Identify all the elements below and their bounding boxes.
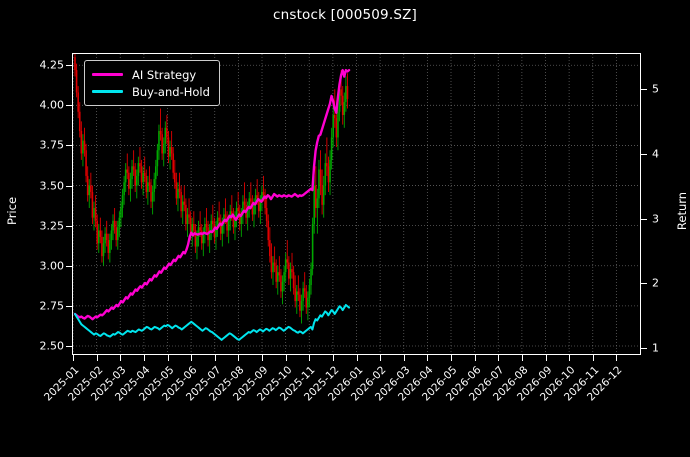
y-axis-tick-mark (66, 105, 72, 107)
x-axis-tick-mark (616, 355, 618, 361)
x-axis-tick-mark (120, 355, 122, 361)
y-axis-tick-label: 3.75 (39, 138, 65, 152)
line-series (73, 68, 351, 341)
x-axis-tick-mark (96, 355, 98, 361)
plot-canvas (73, 54, 640, 354)
chart-figure: cnstock [000509.SZ] Price Return 2.50 2.7… (5, 7, 689, 404)
y-axis-tick-label: 2.75 (39, 299, 65, 313)
y-axis-tick-label: 2.50 (39, 339, 65, 353)
x-axis-tick-mark (167, 355, 169, 361)
y-axis-tick-label: 4.25 (39, 58, 65, 72)
y2-axis-tick-mark (641, 89, 647, 91)
legend-swatch-ai-strategy (92, 73, 123, 76)
y2-axis-tick-label: 3 (652, 212, 659, 226)
x-axis-tick-mark (332, 355, 334, 361)
chart-legend[interactable]: AI Strategy Buy-and-Hold (84, 60, 220, 106)
legend-item-buy-and-hold[interactable]: Buy-and-Hold (92, 83, 210, 100)
x-axis-tick-mark (451, 355, 452, 361)
y-axis-tick-label: 4.00 (39, 98, 65, 112)
legend-item-ai-strategy[interactable]: AI Strategy (92, 66, 210, 83)
y-axis-label-return: Return (675, 191, 689, 231)
x-axis-tick-mark (214, 355, 216, 361)
y-axis-tick-mark (66, 145, 72, 147)
y2-axis-tick-label: 5 (652, 82, 659, 96)
y2-axis-tick-label: 4 (652, 147, 659, 161)
y-axis-tick-label: 3.00 (39, 259, 65, 273)
x-axis-tick-mark (191, 355, 193, 361)
y2-axis-tick-mark (641, 283, 647, 285)
x-axis-tick-mark (309, 355, 311, 361)
y-axis-tick-mark (66, 65, 72, 67)
y-axis-tick-label: 3.25 (39, 219, 65, 233)
legend-label-buy-and-hold: Buy-and-Hold (132, 84, 210, 99)
x-axis-tick-mark (569, 355, 571, 361)
chart-title: cnstock [000509.SZ] (272, 7, 418, 23)
x-axis-tick-mark (592, 355, 594, 361)
y-axis-tick-label: 3.50 (39, 179, 65, 193)
y-axis-tick-mark (66, 265, 72, 267)
x-axis-tick-mark (285, 355, 287, 361)
y2-axis-tick-label: 1 (652, 341, 659, 355)
x-axis-tick-mark (498, 355, 500, 361)
y2-axis-tick-mark (641, 347, 647, 349)
x-axis-tick-mark (238, 355, 240, 361)
x-axis-tick-mark (403, 355, 405, 361)
x-axis-tick-mark (427, 355, 429, 361)
legend-label-ai-strategy: AI Strategy (132, 67, 197, 82)
y-axis-tick-mark (66, 305, 72, 307)
y2-axis-tick-mark (641, 154, 647, 155)
legend-swatch-buy-and-hold (92, 90, 123, 93)
candlestick-series (74, 54, 349, 324)
x-axis-tick-mark (356, 355, 358, 361)
y-axis-tick-mark (66, 225, 72, 227)
x-axis-tick-mark (73, 355, 74, 361)
x-axis-tick-mark (262, 355, 263, 361)
y2-axis-tick-label: 2 (652, 276, 659, 290)
y2-axis-tick-mark (641, 218, 647, 220)
x-axis-tick-mark (380, 355, 382, 361)
x-axis-tick-mark (474, 355, 476, 361)
y-axis-tick-mark (66, 345, 72, 347)
x-axis-tick-mark (521, 355, 523, 361)
x-axis-tick-mark (545, 355, 547, 361)
x-axis-tick-mark (143, 355, 145, 361)
y-axis-tick-mark (66, 185, 72, 187)
